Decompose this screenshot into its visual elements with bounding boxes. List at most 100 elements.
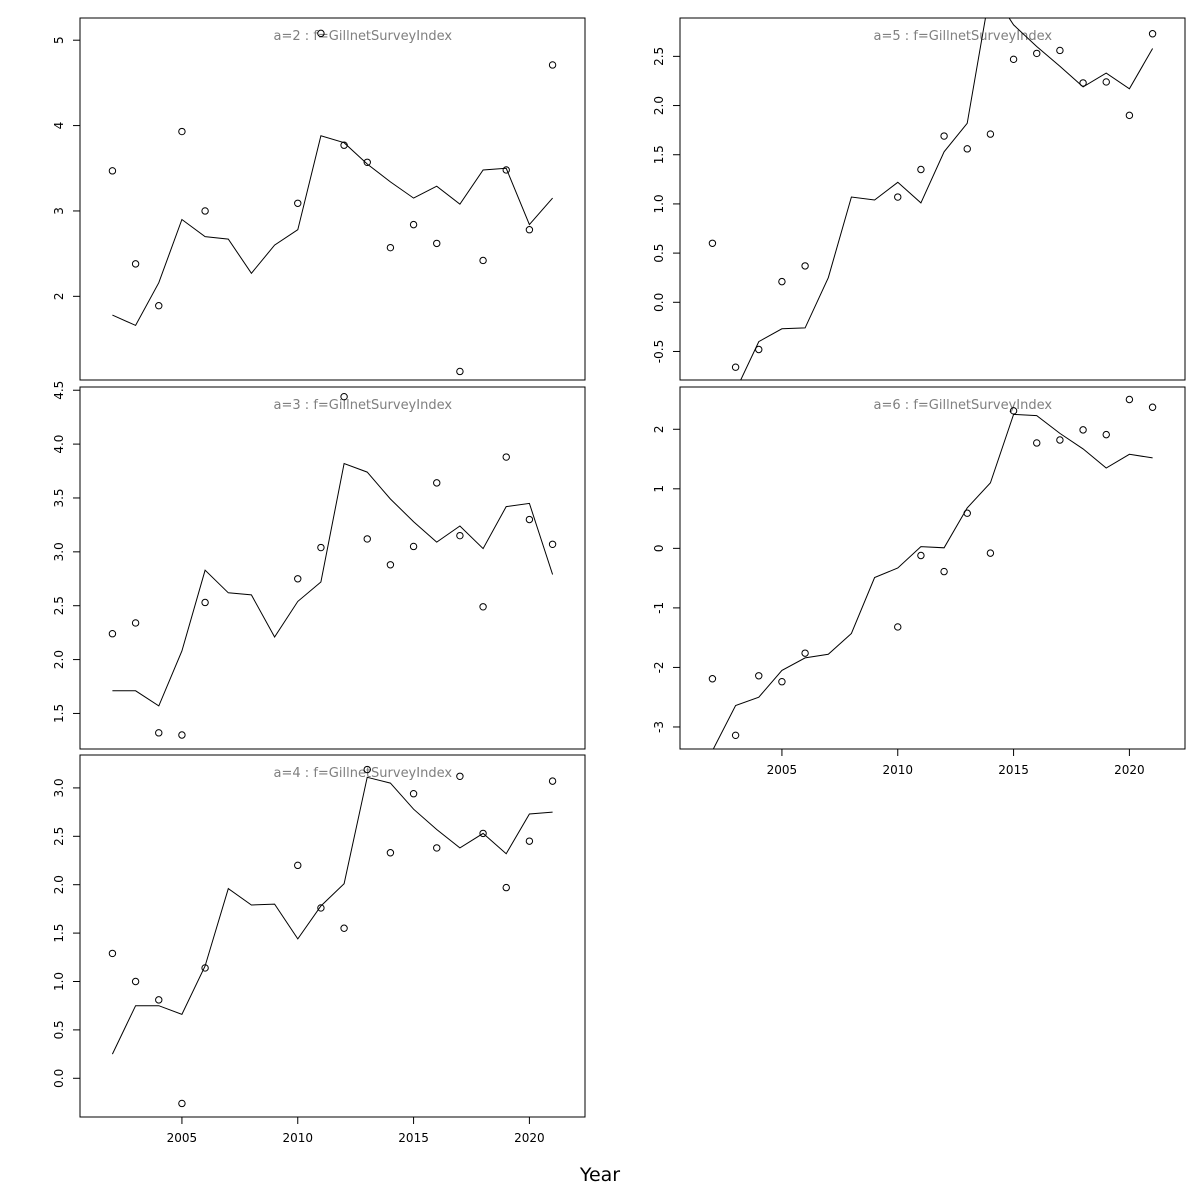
y-tick-label: 2 [52, 293, 66, 301]
observed-point [155, 729, 163, 737]
y-tick-label: 1 [652, 485, 666, 493]
x-tick-label: 2010 [882, 763, 913, 777]
x-tick-label: 2020 [514, 1131, 545, 1145]
plot-area [108, 765, 557, 1108]
observed-point [986, 130, 995, 138]
panel-3: a=4 : f=GillnetSurveyIndex 0.0 0.5 1.0 1.5 2.… [52, 754, 586, 1145]
observed-point [317, 29, 325, 38]
observed-point [178, 731, 186, 739]
observed-point [708, 675, 717, 683]
x-tick-label: 2020 [1114, 763, 1145, 777]
observed-point [502, 166, 510, 174]
observed-point [131, 619, 140, 627]
observed-point [363, 158, 371, 166]
x-tick-label: 2015 [398, 1131, 429, 1145]
observed-point [317, 904, 325, 912]
observed-point [917, 165, 925, 174]
observed-point [363, 535, 371, 543]
plot-area [108, 392, 557, 739]
y-tick-label: 2.0 [52, 875, 66, 894]
observed-point [940, 132, 948, 140]
observed-point [1079, 79, 1087, 87]
y-tick-label: 2.5 [52, 596, 66, 615]
observed-point [155, 302, 163, 310]
observed-point [502, 453, 510, 461]
observed-point [894, 623, 902, 631]
observed-point [525, 226, 534, 234]
observed-point [108, 167, 117, 175]
observed-point [548, 540, 557, 548]
observed-point [479, 829, 487, 838]
y-tick-label: 3.0 [52, 778, 66, 797]
panels: a=2 : f=GillnetSurveyIndex 2 3 4 5 a=3 : f=Gi… [52, 17, 1186, 1145]
observed-point [801, 262, 809, 270]
x-tick-label: 2010 [282, 1131, 313, 1145]
panel-title: a=3 : f=GillnetSurveyIndex [274, 398, 453, 413]
x-tick-label: 2015 [998, 763, 1029, 777]
observed-point [1148, 403, 1157, 411]
observed-point [456, 531, 464, 540]
y-tick-label: 2.0 [652, 96, 666, 115]
observed-point [1125, 111, 1134, 120]
panel-frame [679, 386, 1186, 750]
panel-frame [679, 17, 1186, 381]
observed-point [778, 678, 786, 686]
observed-point [363, 765, 371, 774]
y-tick-label: 4.5 [52, 381, 66, 400]
observed-point [986, 549, 995, 557]
observed-point [548, 777, 557, 785]
y-tick-label: 2.5 [652, 47, 666, 66]
observed-point [155, 996, 163, 1004]
y-tick-label: 1.5 [52, 924, 66, 943]
observed-point [201, 207, 209, 215]
panel-1: a=2 : f=GillnetSurveyIndex 2 3 4 5 [52, 17, 586, 381]
panel-title: a=4 : f=GillnetSurveyIndex [274, 766, 453, 781]
observed-point [502, 883, 510, 892]
observed-point [801, 649, 809, 657]
fitted-line [712, 413, 1153, 749]
observed-point [548, 61, 557, 69]
observed-point [940, 567, 948, 576]
y-tick-label: 3.5 [52, 488, 66, 507]
y-tick-label: -2 [652, 661, 666, 673]
observed-point [433, 844, 441, 852]
observed-point [108, 630, 117, 638]
panel-4: a=5 : f=GillnetSurveyIndex -0.5 0.0 0.5 1.0 1… [652, 17, 1186, 381]
observed-point [409, 542, 418, 551]
observed-point [386, 561, 395, 569]
observed-point [456, 367, 464, 376]
observed-point [131, 260, 140, 268]
y-tick-label: -1 [652, 602, 666, 614]
observed-point [456, 772, 464, 780]
fitted-line [112, 135, 553, 327]
observed-point [1056, 436, 1064, 444]
observed-point [479, 256, 487, 265]
panel-5: a=6 : f=GillnetSurveyIndex -3 -2 -1 0 1 2 2005 2… [652, 386, 1186, 777]
observed-point [1009, 55, 1018, 64]
observed-point [1079, 426, 1087, 434]
observed-point [1056, 46, 1064, 55]
y-tick-label: 1.0 [52, 972, 66, 991]
x-tick-label: 2005 [167, 1131, 198, 1145]
observed-point [1125, 395, 1134, 404]
observed-point [409, 220, 418, 229]
y-tick-label: 1.5 [652, 145, 666, 164]
observed-point [1148, 30, 1157, 38]
observed-point [294, 575, 302, 583]
observed-point [386, 243, 395, 252]
y-tick-label: -3 [652, 721, 666, 733]
observed-point [731, 731, 740, 740]
observed-point [317, 543, 325, 552]
y-tick-label: 2.5 [52, 827, 66, 846]
observed-point [294, 861, 302, 870]
y-tick-label: 0.0 [52, 1069, 66, 1088]
observed-point [178, 1099, 186, 1108]
x-tick-label: 2005 [767, 763, 798, 777]
observed-point [479, 603, 487, 611]
observed-point [1033, 439, 1041, 447]
y-tick-label: 2.0 [52, 650, 66, 669]
y-tick-label: 1.5 [52, 704, 66, 723]
observed-point [708, 239, 717, 247]
observed-point [409, 790, 418, 798]
